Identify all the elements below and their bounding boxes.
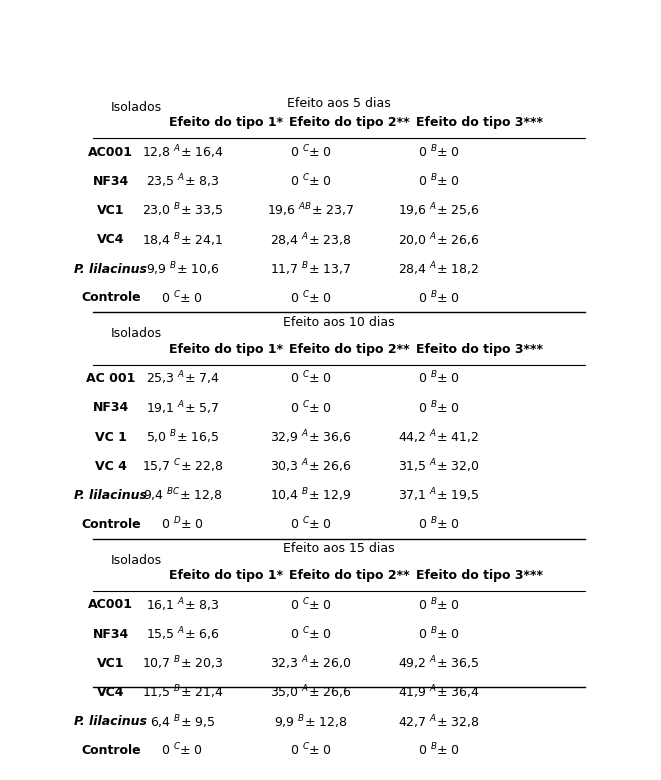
Text: 0 $^{B}$± 0: 0 $^{B}$± 0	[418, 742, 459, 759]
Text: 20,0 $^{A}$± 26,6: 20,0 $^{A}$± 26,6	[398, 231, 479, 249]
Text: Efeito do tipo 3***: Efeito do tipo 3***	[416, 342, 543, 356]
Text: 19,6 $^{A}$± 25,6: 19,6 $^{A}$± 25,6	[398, 202, 479, 219]
Text: Isolados: Isolados	[111, 101, 162, 114]
Text: 0 $^{B}$± 0: 0 $^{B}$± 0	[418, 144, 459, 161]
Text: 9,9 $^{B}$± 10,6: 9,9 $^{B}$± 10,6	[145, 261, 219, 278]
Text: AC001: AC001	[89, 146, 134, 158]
Text: 19,1 $^{A}$± 5,7: 19,1 $^{A}$± 5,7	[146, 399, 219, 417]
Text: P. lilacinus: P. lilacinus	[74, 715, 147, 729]
Text: 30,3 $^{A}$± 26,6: 30,3 $^{A}$± 26,6	[270, 458, 352, 475]
Text: 0 $^{B}$± 0: 0 $^{B}$± 0	[418, 173, 459, 190]
Text: AC 001: AC 001	[86, 372, 136, 385]
Text: Efeito do tipo 1*: Efeito do tipo 1*	[169, 342, 283, 356]
Text: 35,0 $^{A}$± 26,6: 35,0 $^{A}$± 26,6	[270, 684, 352, 701]
Text: 0 $^{B}$± 0: 0 $^{B}$± 0	[418, 516, 459, 532]
Text: 11,7 $^{B}$± 13,7: 11,7 $^{B}$± 13,7	[270, 261, 352, 278]
Text: 41,9 $^{A}$± 36,4: 41,9 $^{A}$± 36,4	[398, 684, 480, 701]
Text: 23,0 $^{B}$± 33,5: 23,0 $^{B}$± 33,5	[141, 202, 223, 219]
Text: Efeito aos 5 dias: Efeito aos 5 dias	[287, 98, 391, 111]
Text: Efeito do tipo 2**: Efeito do tipo 2**	[289, 116, 409, 129]
Text: VC1: VC1	[97, 657, 124, 670]
Text: 0 $^{C}$± 0: 0 $^{C}$± 0	[290, 144, 332, 161]
Text: 0 $^{C}$± 0: 0 $^{C}$± 0	[290, 399, 332, 416]
Text: Efeito do tipo 3***: Efeito do tipo 3***	[416, 116, 543, 129]
Text: VC4: VC4	[97, 233, 124, 246]
Text: 28,4 $^{A}$± 18,2: 28,4 $^{A}$± 18,2	[398, 261, 479, 278]
Text: 19,6 $^{AB}$± 23,7: 19,6 $^{AB}$± 23,7	[267, 202, 354, 219]
Text: Isolados: Isolados	[111, 554, 162, 567]
Text: Controle: Controle	[81, 518, 141, 530]
Text: P. lilacinus: P. lilacinus	[74, 263, 147, 275]
Text: 44,2 $^{A}$± 41,2: 44,2 $^{A}$± 41,2	[398, 428, 479, 446]
Text: 0 $^{C}$± 0: 0 $^{C}$± 0	[290, 597, 332, 613]
Text: P. lilacinus: P. lilacinus	[74, 489, 147, 502]
Text: Isolados: Isolados	[111, 328, 162, 340]
Text: 6,4 $^{B}$± 9,5: 6,4 $^{B}$± 9,5	[150, 713, 215, 731]
Text: 0 $^{C}$± 0: 0 $^{C}$± 0	[161, 289, 204, 306]
Text: Efeito aos 10 dias: Efeito aos 10 dias	[283, 316, 395, 329]
Text: AC001: AC001	[89, 598, 134, 612]
Text: VC4: VC4	[97, 686, 124, 699]
Text: 0 $^{D}$± 0: 0 $^{D}$± 0	[161, 516, 204, 532]
Text: 28,4 $^{A}$± 23,8: 28,4 $^{A}$± 23,8	[270, 231, 352, 249]
Text: 0 $^{B}$± 0: 0 $^{B}$± 0	[418, 626, 459, 643]
Text: Efeito do tipo 1*: Efeito do tipo 1*	[169, 116, 283, 129]
Text: 0 $^{C}$± 0: 0 $^{C}$± 0	[290, 742, 332, 759]
Text: Efeito do tipo 2**: Efeito do tipo 2**	[289, 569, 409, 582]
Text: VC 4: VC 4	[95, 459, 127, 473]
Text: VC 1: VC 1	[95, 431, 127, 444]
Text: 0 $^{B}$± 0: 0 $^{B}$± 0	[418, 370, 459, 387]
Text: Controle: Controle	[81, 291, 141, 304]
Text: 5,0 $^{B}$± 16,5: 5,0 $^{B}$± 16,5	[146, 428, 219, 446]
Text: 18,4 $^{B}$± 24,1: 18,4 $^{B}$± 24,1	[142, 231, 223, 249]
Text: 0 $^{B}$± 0: 0 $^{B}$± 0	[418, 289, 459, 306]
Text: 9,4 $^{BC}$± 12,8: 9,4 $^{BC}$± 12,8	[143, 487, 223, 505]
Text: 16,1 $^{A}$± 8,3: 16,1 $^{A}$± 8,3	[145, 596, 219, 614]
Text: 0 $^{C}$± 0: 0 $^{C}$± 0	[290, 173, 332, 190]
Text: NF34: NF34	[93, 628, 129, 640]
Text: Efeito do tipo 1*: Efeito do tipo 1*	[169, 569, 283, 582]
Text: 0 $^{C}$± 0: 0 $^{C}$± 0	[161, 742, 204, 759]
Text: 0 $^{C}$± 0: 0 $^{C}$± 0	[290, 370, 332, 387]
Text: 0 $^{B}$± 0: 0 $^{B}$± 0	[418, 399, 459, 416]
Text: VC1: VC1	[97, 204, 124, 217]
Text: 37,1 $^{A}$± 19,5: 37,1 $^{A}$± 19,5	[398, 487, 479, 505]
Text: 9,9 $^{B}$± 12,8: 9,9 $^{B}$± 12,8	[274, 713, 348, 731]
Text: 10,7 $^{B}$± 20,3: 10,7 $^{B}$± 20,3	[141, 654, 223, 672]
Text: Efeito do tipo 2**: Efeito do tipo 2**	[289, 342, 409, 356]
Text: 31,5 $^{A}$± 32,0: 31,5 $^{A}$± 32,0	[398, 458, 479, 475]
Text: 15,7 $^{C}$± 22,8: 15,7 $^{C}$± 22,8	[141, 458, 223, 475]
Text: 0 $^{C}$± 0: 0 $^{C}$± 0	[290, 289, 332, 306]
Text: 0 $^{B}$± 0: 0 $^{B}$± 0	[418, 597, 459, 613]
Text: 25,3 $^{A}$± 7,4: 25,3 $^{A}$± 7,4	[145, 370, 219, 388]
Text: Efeito do tipo 3***: Efeito do tipo 3***	[416, 569, 543, 582]
Text: 32,9 $^{A}$± 36,6: 32,9 $^{A}$± 36,6	[270, 428, 352, 446]
Text: Controle: Controle	[81, 744, 141, 757]
Text: NF34: NF34	[93, 175, 129, 188]
Text: 11,5 $^{B}$± 21,4: 11,5 $^{B}$± 21,4	[141, 684, 223, 701]
Text: Efeito aos 15 dias: Efeito aos 15 dias	[283, 542, 395, 555]
Text: 42,7 $^{A}$± 32,8: 42,7 $^{A}$± 32,8	[398, 713, 479, 731]
Text: 0 $^{C}$± 0: 0 $^{C}$± 0	[290, 516, 332, 532]
Text: 0 $^{C}$± 0: 0 $^{C}$± 0	[290, 626, 332, 643]
Text: 10,4 $^{B}$± 12,9: 10,4 $^{B}$± 12,9	[270, 487, 352, 505]
Text: 15,5 $^{A}$± 6,6: 15,5 $^{A}$± 6,6	[145, 626, 219, 643]
Text: 12,8 $^{A}$± 16,4: 12,8 $^{A}$± 16,4	[141, 144, 223, 161]
Text: 23,5 $^{A}$± 8,3: 23,5 $^{A}$± 8,3	[145, 172, 219, 190]
Text: 49,2 $^{A}$± 36,5: 49,2 $^{A}$± 36,5	[398, 654, 479, 672]
Text: NF34: NF34	[93, 401, 129, 414]
Text: 32,3 $^{A}$± 26,0: 32,3 $^{A}$± 26,0	[270, 654, 352, 672]
